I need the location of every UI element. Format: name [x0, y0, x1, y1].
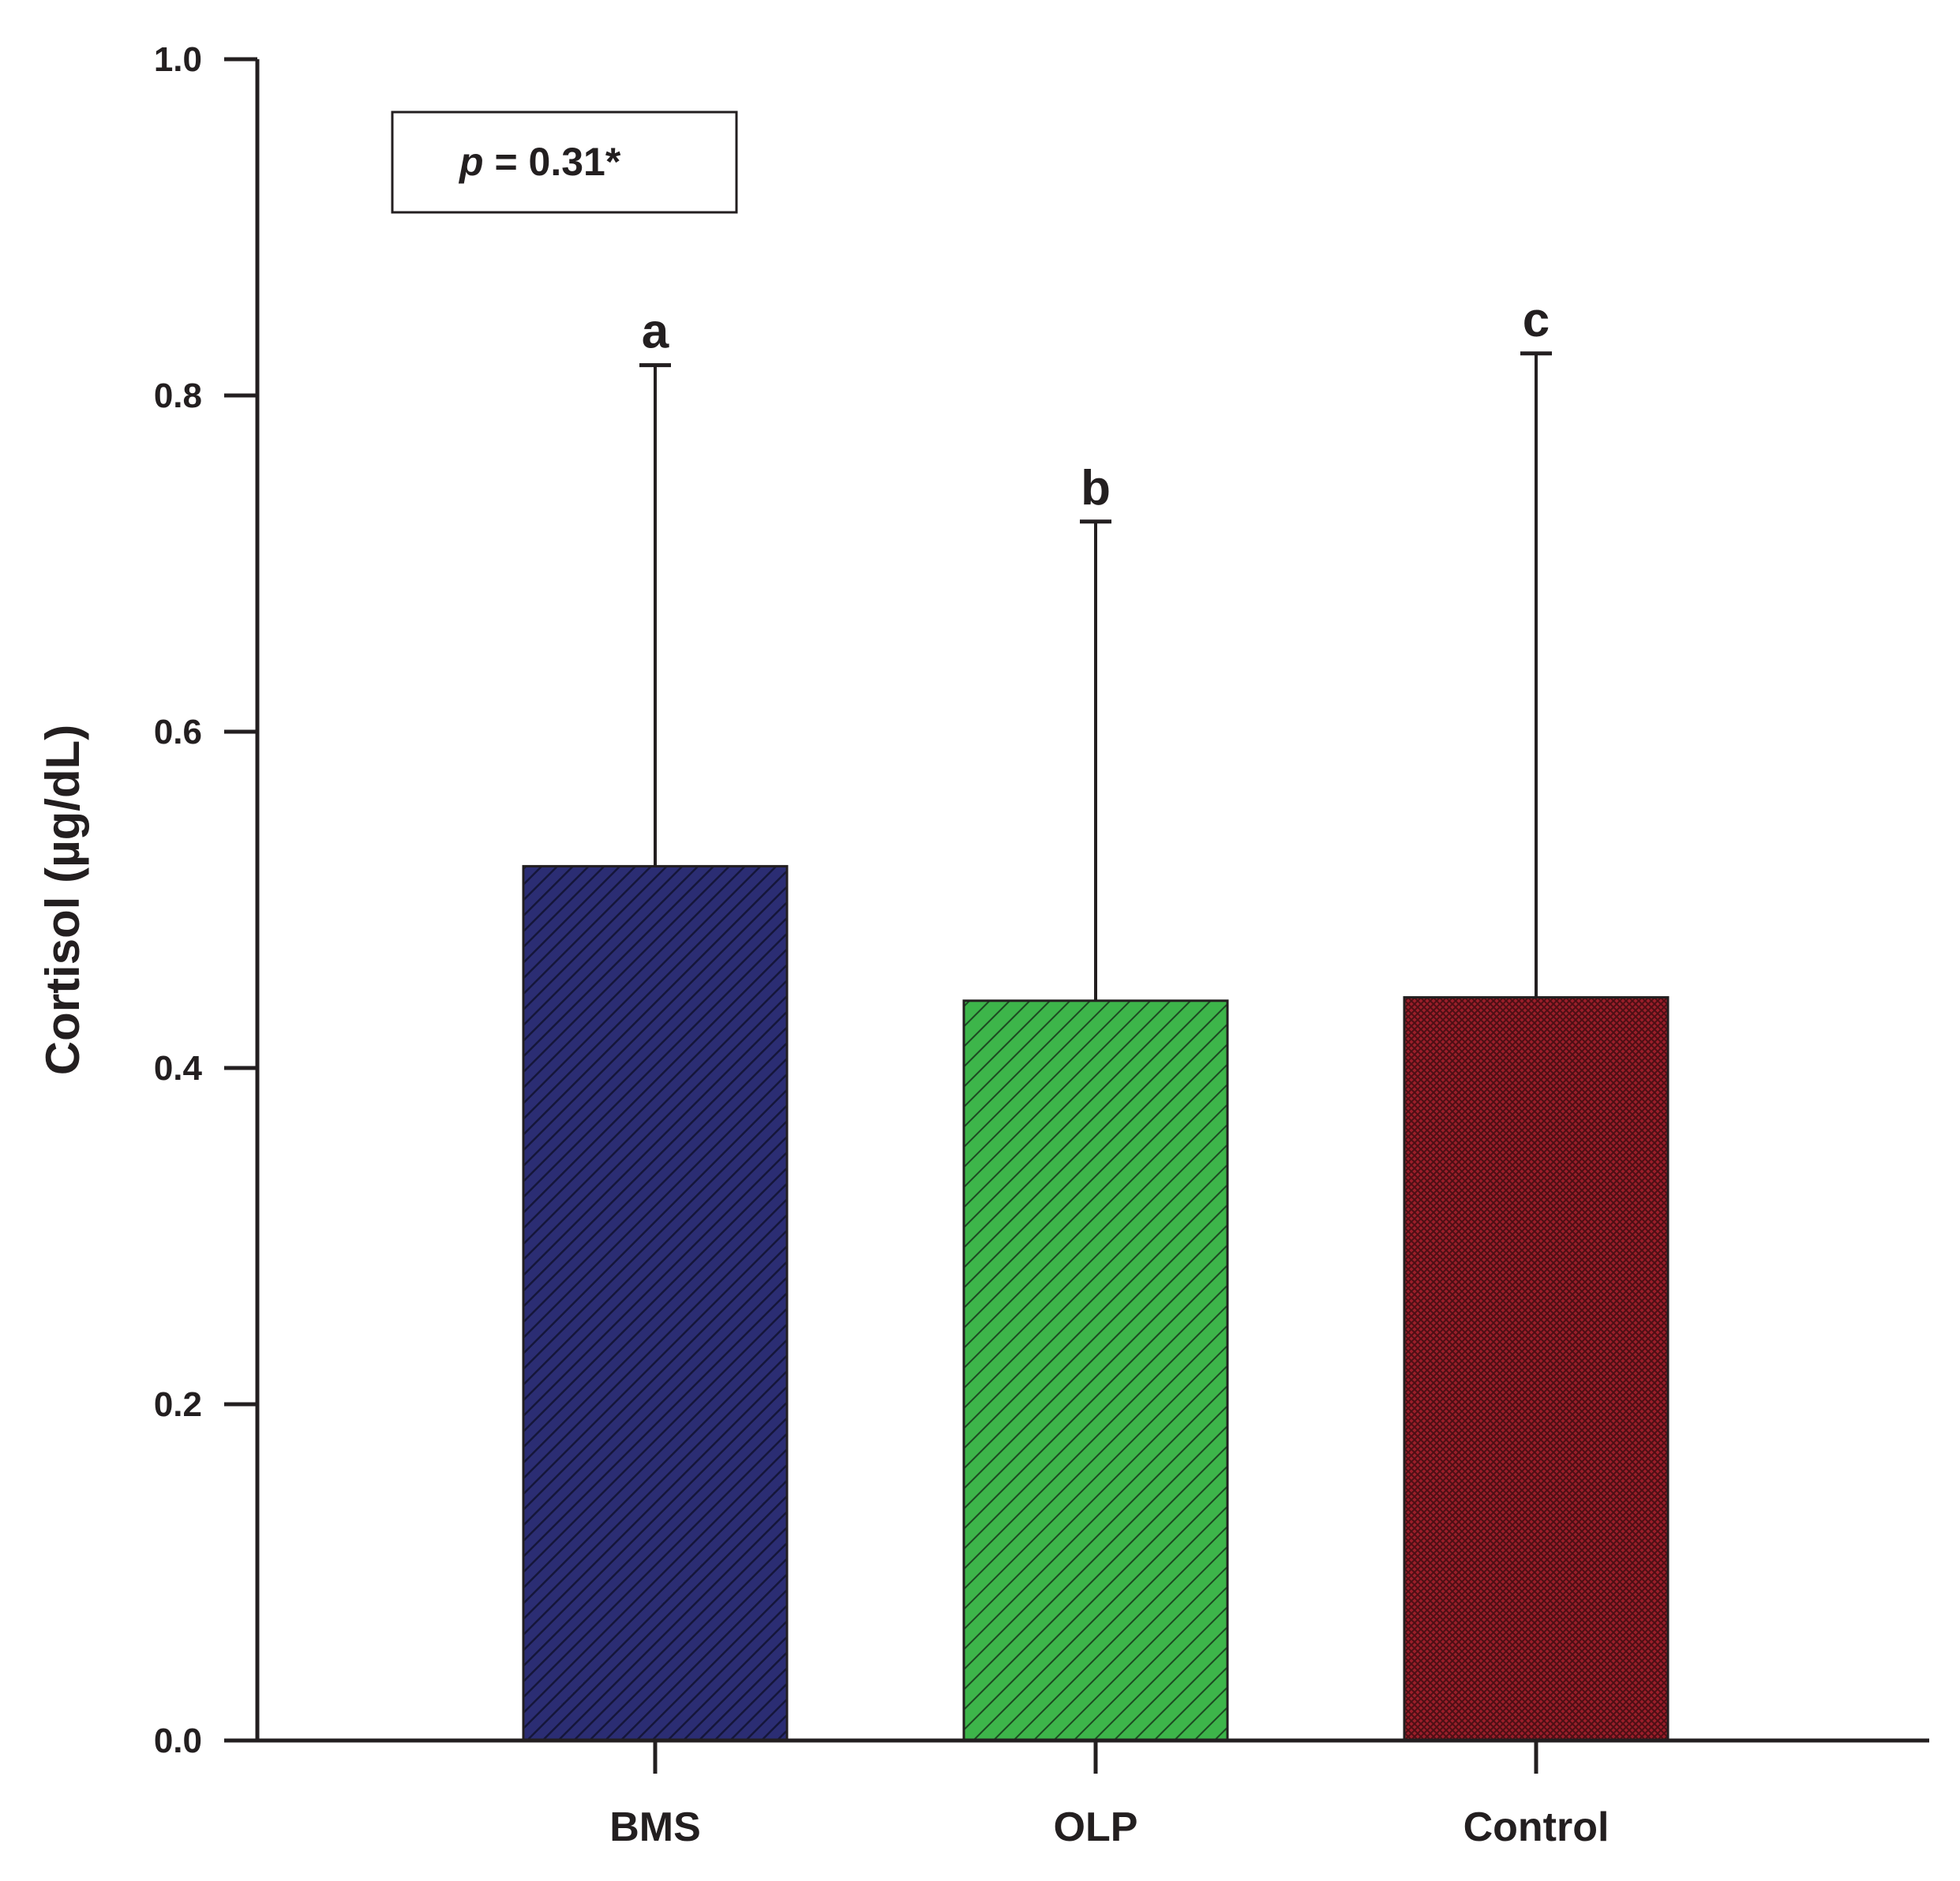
significance-letter-bms: a — [642, 305, 669, 359]
p-symbol: p — [458, 140, 484, 184]
x-axis: BMS OLP Control — [257, 1738, 1929, 1850]
p-value-box — [391, 111, 738, 214]
x-tick-label-control: Control — [1463, 1804, 1610, 1850]
x-tick-label-olp: OLP — [1054, 1804, 1138, 1850]
bar-olp — [962, 999, 1229, 1742]
bar-bms — [522, 864, 789, 1742]
significance-letter-control: c — [1523, 293, 1550, 347]
y-tick-label: 0.2 — [154, 1385, 202, 1424]
y-tick-label: 0.6 — [154, 713, 202, 751]
y-tick-label: 1.0 — [154, 40, 202, 79]
bar-control — [1403, 996, 1670, 1742]
p-value-text: p = 0.31* — [458, 140, 621, 184]
x-tick-label-bms: BMS — [609, 1804, 701, 1850]
y-tick-label: 0.4 — [154, 1049, 203, 1088]
y-tick-label: 0.8 — [154, 377, 202, 415]
y-axis: 0.0 0.2 0.4 0.6 0.8 1.0 — [154, 40, 260, 1760]
bars — [522, 864, 1670, 1742]
significance-letter-olp: b — [1081, 461, 1111, 515]
y-axis-title: Cortisol (µg/dL) — [36, 725, 89, 1076]
y-tick-label: 0.0 — [154, 1722, 202, 1760]
p-value: = 0.31* — [484, 140, 621, 184]
error-bars: a b c — [639, 293, 1552, 1001]
